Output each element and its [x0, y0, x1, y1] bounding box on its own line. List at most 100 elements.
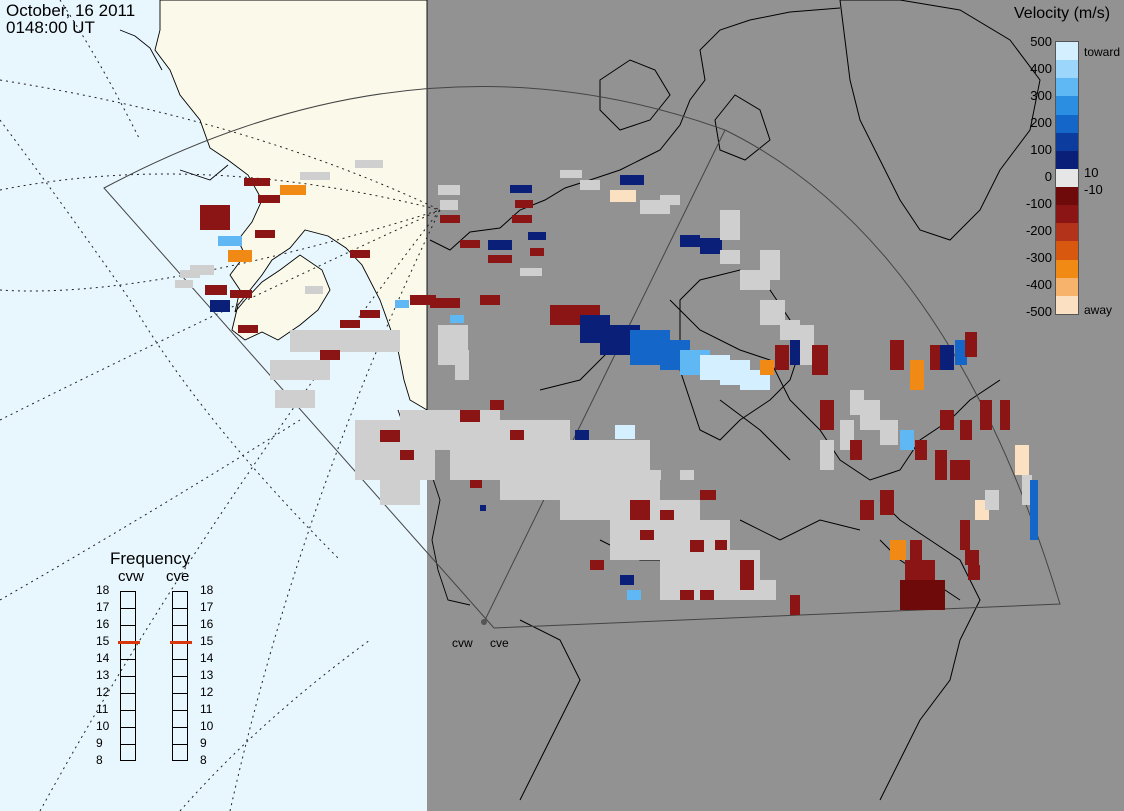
scatter-gate	[210, 300, 230, 312]
scatter-gate	[940, 345, 954, 370]
scatter-gate	[528, 232, 546, 240]
scatter-gate	[965, 332, 977, 357]
scatter-gate	[960, 520, 970, 550]
scatter-gate	[280, 185, 306, 195]
colorbar-tick: -500	[1025, 304, 1052, 319]
freq-tick-right: 10	[200, 719, 214, 733]
scatter-gate	[910, 360, 924, 390]
freq-tick-right: 12	[200, 685, 214, 699]
scatter-gate	[200, 205, 230, 230]
scatter-gate	[255, 230, 275, 238]
scatter-gate	[340, 320, 360, 328]
freq-tick-left: 13	[96, 668, 110, 682]
scatter-gate	[228, 250, 252, 262]
graticule	[0, 0, 441, 811]
scatter-gate	[1015, 445, 1029, 475]
scatter-gate	[380, 480, 420, 505]
scatter-gate	[430, 298, 460, 308]
colorbar-segment	[1056, 60, 1078, 79]
colorbar-segment	[1056, 114, 1078, 134]
scatter-gate	[935, 450, 947, 480]
scatter-gate	[440, 200, 458, 210]
freq-tick-right: 18	[200, 583, 214, 597]
scatter-gate	[905, 560, 935, 580]
time-label: 0148:00 UT	[6, 18, 95, 37]
scatter-gate	[850, 390, 864, 415]
scatter-gate	[270, 360, 330, 380]
colorbar-segment	[1056, 42, 1078, 61]
freq-tick-right: 9	[200, 736, 207, 750]
scatter-gate	[630, 460, 646, 470]
scatter-gate	[488, 255, 512, 263]
scatter-gate	[900, 580, 945, 610]
freq-marker	[170, 641, 192, 644]
scatter-gate	[740, 560, 754, 590]
scatter-gate	[680, 470, 694, 480]
freq-tick-right: 16	[200, 617, 214, 631]
colorbar-tick: 300	[1030, 88, 1052, 103]
colorbar-tick: 500	[1030, 34, 1052, 49]
freq-radar-cvw: cvw	[118, 568, 144, 585]
scatter-gate	[490, 400, 504, 410]
scatter-gate	[812, 345, 828, 375]
colorbar-segment	[1056, 277, 1078, 297]
scatter-gate	[1022, 475, 1032, 505]
scatter-gate	[715, 540, 727, 550]
scatter-gate	[800, 325, 814, 365]
scatter-gate	[790, 595, 800, 615]
scatter-gate	[305, 286, 323, 294]
freq-tick-right: 15	[200, 634, 214, 648]
colorbar-tick: 400	[1030, 61, 1052, 76]
scatter-gate	[450, 315, 464, 323]
scatter-gate	[955, 340, 967, 365]
colorbar-segment	[1056, 259, 1078, 279]
scatter-gate	[515, 200, 533, 208]
scatter-gate	[205, 285, 227, 295]
freq-tick-left: 18	[96, 583, 110, 597]
land-alaska	[154, 0, 428, 411]
colorbar-title: Velocity (m/s)	[1014, 5, 1111, 22]
freq-bar-cvw	[120, 591, 136, 761]
scatter-gate	[480, 295, 500, 305]
scatter-gate	[610, 190, 636, 202]
scatter-gate	[660, 510, 674, 520]
scatter-gate	[180, 270, 200, 278]
freq-tick-left: 12	[96, 685, 110, 699]
colorbar-tick: -100	[1025, 196, 1052, 211]
scatter-gate	[890, 540, 906, 560]
scatter-gate	[910, 540, 922, 560]
scatter-gate	[218, 236, 242, 246]
scatter-gate	[820, 440, 834, 470]
map-radar-cvw: cvw	[452, 636, 473, 650]
colorbar-tick: -10	[1084, 182, 1103, 197]
scatter-gate	[230, 290, 252, 298]
fov-outline	[103, 86, 1061, 629]
scatter-gate	[627, 590, 641, 600]
scatter-gate	[360, 310, 380, 318]
scatter-gate	[238, 325, 258, 333]
colorbar-segment	[1056, 223, 1078, 242]
scatter-gate	[700, 238, 722, 254]
map-radar-cve: cve	[490, 636, 509, 650]
scatter-gate	[880, 490, 894, 515]
scatter-gate	[455, 350, 469, 380]
scatter-gate	[660, 195, 680, 205]
freq-tick-left: 11	[96, 702, 109, 716]
scatter-gate	[965, 550, 979, 565]
scatter-gate	[690, 540, 704, 552]
scatter-gate	[258, 195, 280, 203]
scatter-gate	[720, 210, 740, 240]
scatter-gate	[512, 215, 532, 223]
scatter-gate	[400, 450, 414, 460]
scatter-gate	[760, 250, 780, 280]
scatter-gate	[510, 185, 532, 193]
scatter-gate	[960, 420, 972, 440]
freq-bar-cve	[172, 591, 188, 761]
frequency-title: Frequency	[110, 549, 191, 568]
scatter-gate	[900, 430, 914, 450]
scatter-gate	[980, 400, 992, 430]
scatter-gate	[940, 410, 954, 430]
freq-tick-left: 17	[96, 600, 110, 614]
freq-tick-left: 15	[96, 634, 110, 648]
colorbar-segment	[1056, 295, 1078, 315]
